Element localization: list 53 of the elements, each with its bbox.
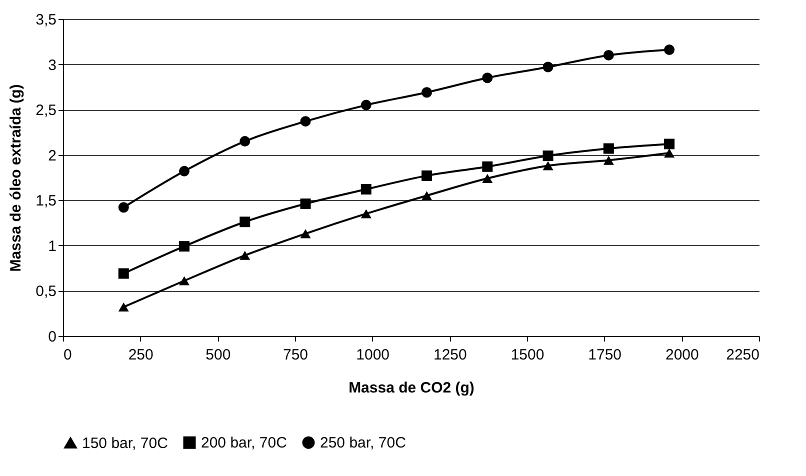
x-tick-label: 500: [206, 346, 231, 364]
point: [422, 170, 432, 181]
y-tick-label: 1: [48, 238, 56, 255]
point: [542, 150, 554, 162]
y-axis-title: Massa de óleo extraída (g): [8, 84, 25, 272]
point: [240, 216, 250, 228]
point: [179, 276, 190, 286]
point: [603, 143, 614, 154]
point: [542, 62, 554, 72]
y-tick-label: 0: [48, 328, 56, 346]
point: [482, 72, 493, 84]
y-tick-label: 0,5: [36, 283, 56, 300]
point: [179, 166, 190, 176]
point: [603, 50, 614, 60]
point: [664, 138, 675, 150]
x-axis-title: Massa de CO2 (g): [348, 380, 474, 396]
x-tick-label: 2250: [726, 346, 760, 364]
legend-label: 250 bar, 70C: [320, 434, 406, 452]
point: [118, 268, 129, 279]
y-tick-label: 2: [48, 147, 56, 164]
point: [118, 202, 129, 213]
point: [179, 241, 190, 252]
point: [482, 161, 493, 172]
legend-label: 200 bar, 70C: [201, 434, 288, 452]
point: [542, 161, 554, 170]
x-tick-label: 1750: [588, 346, 622, 364]
point: [422, 191, 432, 200]
point: [482, 174, 493, 183]
point: [603, 156, 614, 165]
point: [360, 184, 372, 195]
point: [664, 148, 675, 158]
y-tick-label: 3,5: [36, 12, 56, 28]
x-tick-label: 0: [64, 346, 72, 364]
point: [300, 229, 311, 238]
y-tick-label: 1,5: [36, 192, 56, 210]
point: [300, 198, 311, 210]
x-tick-label: 250: [128, 346, 154, 364]
point: [422, 87, 432, 98]
point: [300, 116, 311, 127]
point: [240, 136, 250, 147]
point: [240, 250, 250, 260]
y-tick-label: 2,5: [36, 102, 56, 120]
point: [118, 302, 129, 312]
x-tick-label: 1500: [510, 346, 544, 364]
y-tick-label: 3: [48, 56, 56, 74]
x-tick-label: 750: [282, 346, 308, 364]
point: [360, 100, 372, 110]
point: [360, 209, 372, 218]
x-tick-label: 1000: [356, 346, 390, 364]
point: [664, 44, 675, 56]
x-tick-label: 2000: [665, 346, 699, 364]
x-tick-label: 1250: [433, 346, 467, 364]
legend-label: 150 bar, 70C: [82, 434, 168, 452]
